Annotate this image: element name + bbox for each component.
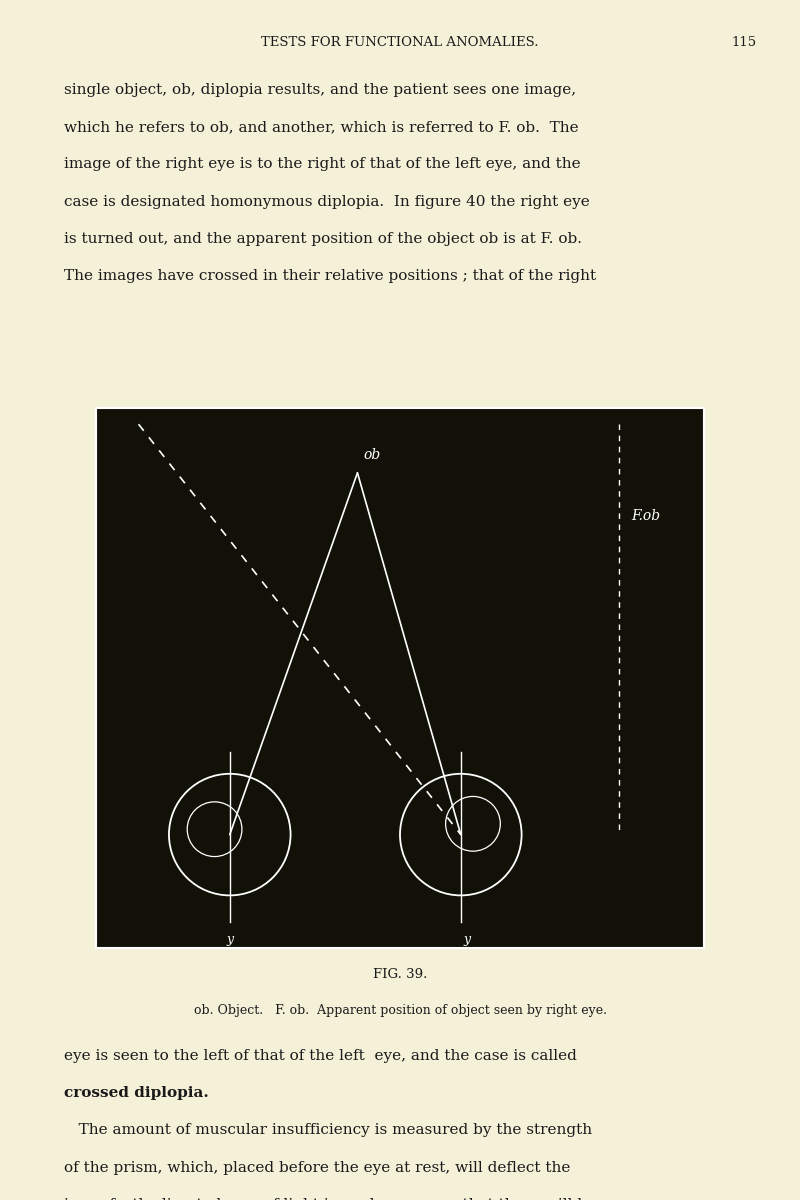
Text: y: y xyxy=(463,934,470,946)
Text: TESTS FOR FUNCTIONAL ANOMALIES.: TESTS FOR FUNCTIONAL ANOMALIES. xyxy=(262,36,538,48)
Text: crossed diplopia.: crossed diplopia. xyxy=(64,1086,209,1100)
Text: of the prism, which, placed before the eye at rest, will deflect the: of the prism, which, placed before the e… xyxy=(64,1160,570,1175)
Text: FIG. 39.: FIG. 39. xyxy=(373,968,427,980)
Text: The amount of muscular insufficiency is measured by the strength: The amount of muscular insufficiency is … xyxy=(64,1123,592,1138)
Text: F.ob: F.ob xyxy=(631,509,660,523)
Text: case is designated homonymous diplopia.  In figure 40 the right eye: case is designated homonymous diplopia. … xyxy=(64,194,590,209)
Text: single object, ob, diplopia results, and the patient sees one image,: single object, ob, diplopia results, and… xyxy=(64,83,576,97)
Text: ob: ob xyxy=(363,448,381,462)
Text: which he refers to ob, and another, which is referred to F. ob.  The: which he refers to ob, and another, whic… xyxy=(64,120,578,134)
Text: 115: 115 xyxy=(731,36,757,48)
Text: image of the right eye is to the right of that of the left eye, and the: image of the right eye is to the right o… xyxy=(64,157,581,172)
Text: eye is seen to the left of that of the left  eye, and the case is called: eye is seen to the left of that of the l… xyxy=(64,1049,577,1063)
Text: imperfectly directed rays of light in such a manner that there will be: imperfectly directed rays of light in su… xyxy=(64,1198,596,1200)
Text: ob. Object.   F. ob.  Apparent position of object seen by right eye.: ob. Object. F. ob. Apparent position of … xyxy=(194,1004,606,1016)
Text: is turned out, and the apparent position of the object ob is at F. ob.: is turned out, and the apparent position… xyxy=(64,232,582,246)
Text: The images have crossed in their relative positions ; that of the right: The images have crossed in their relativ… xyxy=(64,269,596,283)
Text: y: y xyxy=(226,934,234,946)
